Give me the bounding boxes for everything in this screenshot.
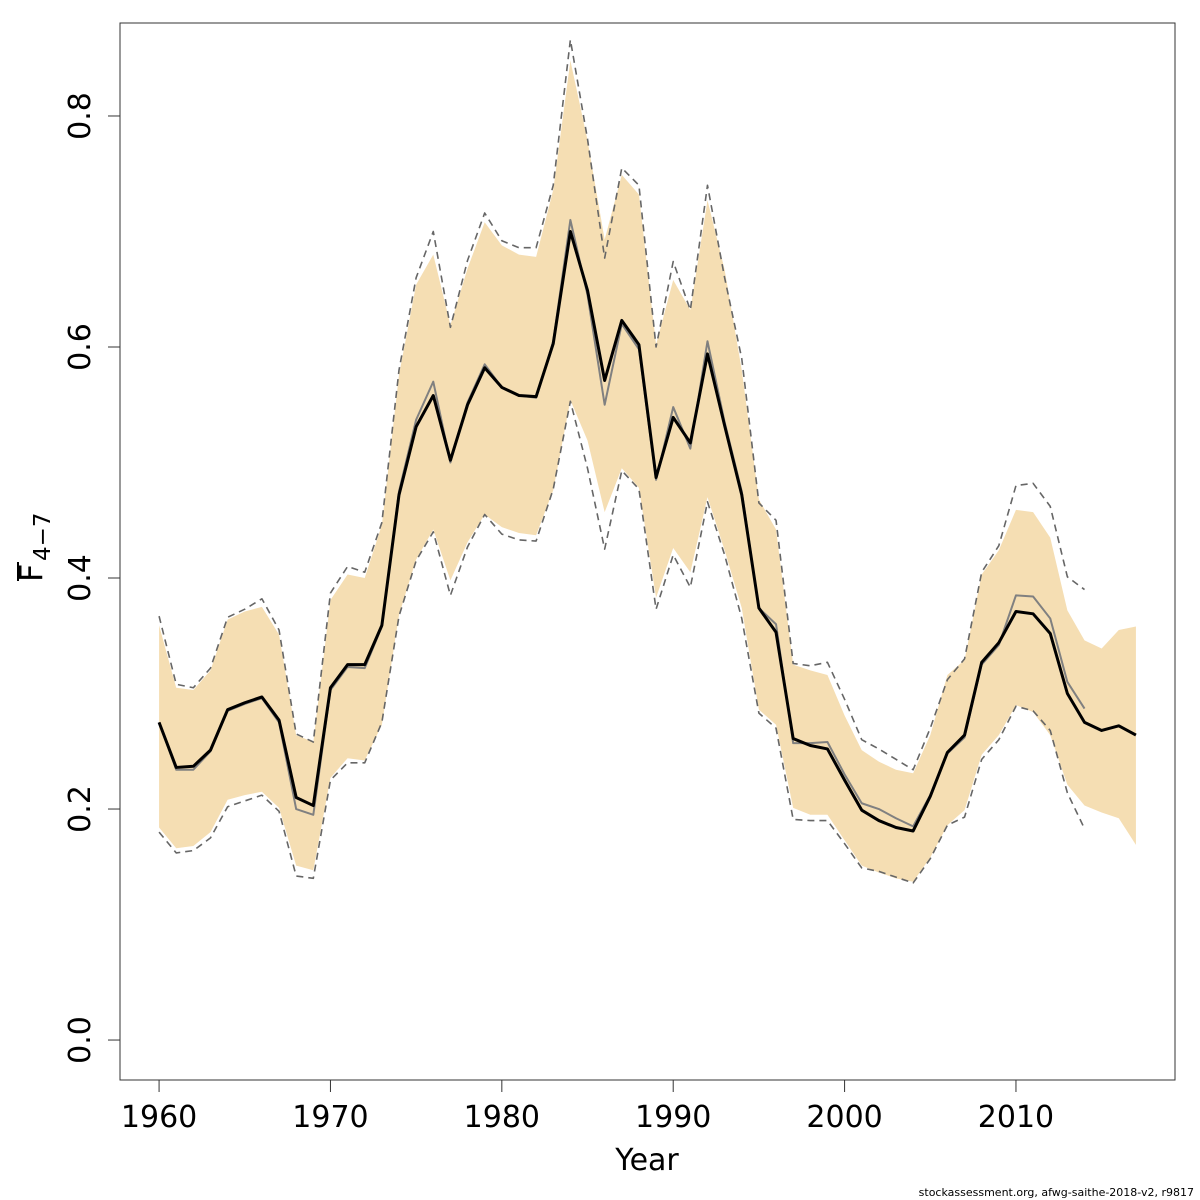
dashed-line xyxy=(158,38,1085,771)
y-tick-label: 0.6 xyxy=(63,323,98,371)
x-tick-label: 2010 xyxy=(978,1100,1054,1135)
x-tick-label: 1960 xyxy=(121,1100,197,1135)
y-label-main: F xyxy=(12,564,50,582)
y-tick-label: 0.0 xyxy=(63,1016,98,1064)
x-axis-label: Year xyxy=(614,1143,679,1178)
y-tick-label: 0.4 xyxy=(63,554,98,602)
dashed-line xyxy=(158,400,1086,884)
y-label-subscript: 4−7 xyxy=(30,512,56,561)
plot-area: 1960 1970 1980 1990 2000 2010 0.0 0.2 0.4 0.6 0.8 xyxy=(63,22,1176,1135)
line xyxy=(157,229,1137,833)
y-tick-label: 0.2 xyxy=(63,785,98,833)
caption: stockassessment.org, afwg-saithe-2018-v2… xyxy=(919,1186,1194,1199)
x-tick-label: 1980 xyxy=(464,1100,540,1135)
x-tick-label: 2000 xyxy=(806,1100,882,1135)
x-tick-label: 1990 xyxy=(635,1100,711,1135)
confidence-band xyxy=(159,60,1136,882)
y-axis-label: F 4−7 xyxy=(12,512,56,582)
x-tick-label: 1970 xyxy=(292,1100,368,1135)
y-tick-label: 0.8 xyxy=(63,92,98,140)
